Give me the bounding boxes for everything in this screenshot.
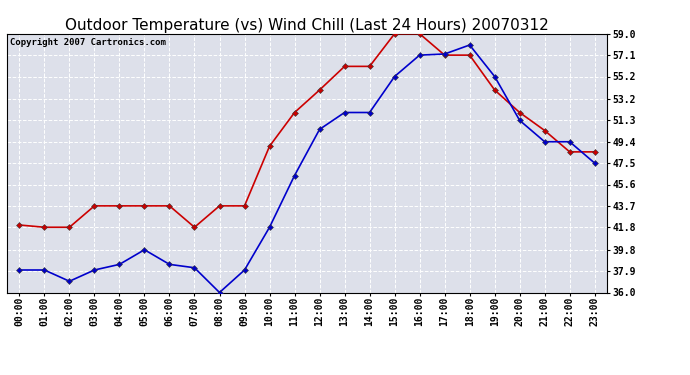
Text: Copyright 2007 Cartronics.com: Copyright 2007 Cartronics.com xyxy=(10,38,166,46)
Title: Outdoor Temperature (vs) Wind Chill (Last 24 Hours) 20070312: Outdoor Temperature (vs) Wind Chill (Las… xyxy=(65,18,549,33)
